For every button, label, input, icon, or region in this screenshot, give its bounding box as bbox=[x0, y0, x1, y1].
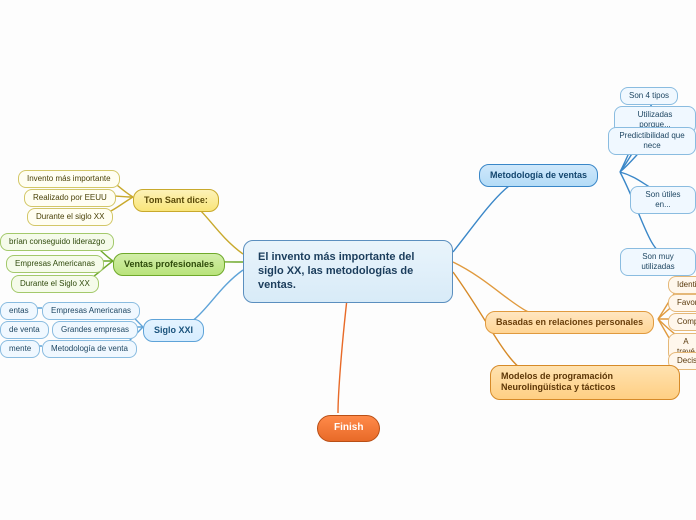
node-ventas-profesionales[interactable]: Ventas profesionales bbox=[113, 253, 225, 276]
leaf-tom-1[interactable]: Realizado por EEUU bbox=[24, 189, 116, 207]
node-metodologia[interactable]: Metodología de ventas bbox=[479, 164, 598, 187]
leaf-ventas-0[interactable]: brían conseguido liderazgo bbox=[0, 233, 114, 251]
leaf-ventas-1[interactable]: Empresas Americanas bbox=[6, 255, 104, 273]
node-siglo-xxi[interactable]: Siglo XXI bbox=[143, 319, 204, 342]
leaf-siglo-b2[interactable]: Metodología de venta bbox=[42, 340, 137, 358]
leaf-metodo-3[interactable]: Son útiles en... bbox=[630, 186, 696, 214]
leaf-basadas-1[interactable]: Favorita bbox=[668, 294, 696, 312]
leaf-basadas-0[interactable]: Identific bbox=[668, 276, 696, 294]
leaf-basadas-2[interactable]: Compras bbox=[668, 313, 696, 331]
node-neuro[interactable]: Modelos de programación Neurolingüística… bbox=[490, 365, 680, 400]
node-basadas[interactable]: Basadas en relaciones personales bbox=[485, 311, 654, 334]
node-tom-sant[interactable]: Tom Sant dice: bbox=[133, 189, 219, 212]
leaf-tom-2[interactable]: Durante el siglo XX bbox=[27, 208, 113, 226]
finish-button[interactable]: Finish bbox=[317, 415, 380, 442]
leaf-metodo-4[interactable]: Son muy utilizadas bbox=[620, 248, 696, 276]
leaf-siglo-a2[interactable]: mente bbox=[0, 340, 40, 358]
central-topic[interactable]: El invento más importante del siglo XX, … bbox=[243, 240, 453, 303]
leaf-siglo-b0[interactable]: Empresas Americanas bbox=[42, 302, 140, 320]
leaf-siglo-a1[interactable]: de venta bbox=[0, 321, 49, 339]
leaf-siglo-b1[interactable]: Grandes empresas bbox=[52, 321, 138, 339]
leaf-tom-0[interactable]: Invento más importante bbox=[18, 170, 120, 188]
leaf-metodo-2[interactable]: Predictibilidad que nece bbox=[608, 127, 696, 155]
leaf-ventas-2[interactable]: Durante el Siglo XX bbox=[11, 275, 99, 293]
leaf-siglo-a0[interactable]: entas bbox=[0, 302, 38, 320]
leaf-metodo-0[interactable]: Son 4 tipos bbox=[620, 87, 678, 105]
